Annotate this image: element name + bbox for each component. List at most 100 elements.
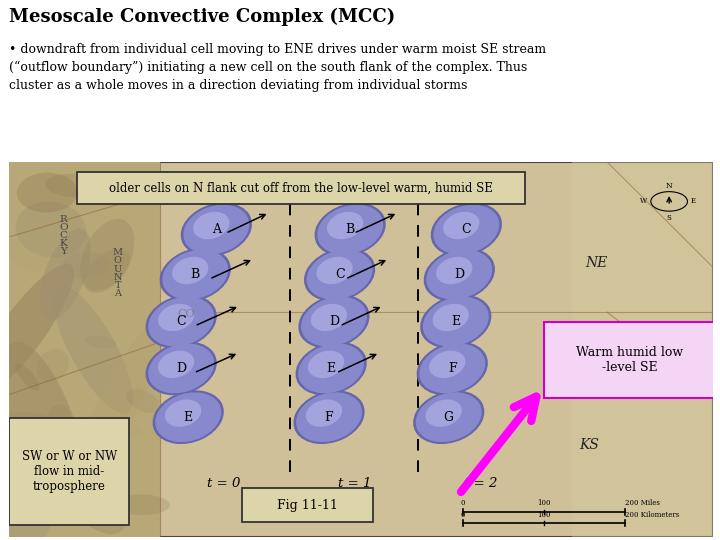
Text: t = 2: t = 2 (464, 477, 497, 490)
Text: 100: 100 (537, 510, 551, 518)
Text: CO: CO (177, 309, 195, 319)
Ellipse shape (156, 393, 221, 442)
Ellipse shape (184, 205, 249, 254)
Ellipse shape (50, 467, 104, 495)
Ellipse shape (423, 296, 489, 346)
Text: N: N (666, 182, 672, 190)
Ellipse shape (80, 219, 135, 293)
Text: Mesoscale Convective Complex (MCC): Mesoscale Convective Complex (MCC) (9, 8, 395, 26)
Text: • downdraft from individual cell moving to ENE drives under warm moist SE stream: • downdraft from individual cell moving … (9, 43, 546, 92)
Text: S: S (667, 214, 672, 222)
Ellipse shape (0, 412, 54, 430)
Ellipse shape (426, 249, 492, 300)
Ellipse shape (62, 252, 109, 279)
Text: Warm humid low
-level SE: Warm humid low -level SE (576, 346, 683, 374)
Text: W: W (640, 198, 647, 205)
Ellipse shape (53, 286, 133, 413)
Ellipse shape (48, 404, 71, 430)
Ellipse shape (4, 239, 48, 272)
Text: R
O
C
K
Y: R O C K Y (59, 214, 68, 256)
Text: older cells on N flank cut off from the low-level warm, humid SE: older cells on N flank cut off from the … (109, 182, 492, 195)
Ellipse shape (298, 343, 364, 393)
Text: A: A (212, 223, 221, 236)
Ellipse shape (0, 264, 74, 398)
Ellipse shape (433, 304, 469, 331)
Ellipse shape (436, 257, 472, 284)
Ellipse shape (32, 428, 126, 534)
Text: D: D (329, 315, 339, 328)
Ellipse shape (296, 393, 362, 442)
Ellipse shape (45, 174, 98, 197)
Ellipse shape (39, 228, 91, 321)
Ellipse shape (318, 205, 383, 254)
FancyBboxPatch shape (544, 322, 716, 397)
Ellipse shape (126, 389, 160, 413)
Ellipse shape (148, 296, 214, 346)
Ellipse shape (327, 212, 363, 239)
Ellipse shape (89, 423, 143, 442)
Bar (572, 162, 713, 537)
Ellipse shape (84, 249, 130, 291)
Ellipse shape (420, 295, 492, 348)
FancyBboxPatch shape (77, 172, 525, 205)
Ellipse shape (37, 349, 69, 382)
Text: M
O
U
N
T
A: M O U N T A (113, 248, 123, 298)
Ellipse shape (158, 350, 194, 378)
Ellipse shape (160, 248, 231, 301)
Ellipse shape (181, 202, 252, 256)
Bar (9, 162, 160, 537)
Ellipse shape (148, 343, 214, 393)
Ellipse shape (165, 400, 202, 427)
Text: E: E (327, 362, 336, 375)
Ellipse shape (113, 495, 170, 515)
Ellipse shape (0, 444, 59, 540)
Text: C: C (462, 223, 471, 236)
Text: 0: 0 (461, 500, 465, 507)
Ellipse shape (145, 342, 217, 395)
Text: 200 Miles: 200 Miles (625, 500, 660, 507)
Ellipse shape (298, 295, 369, 348)
Ellipse shape (304, 248, 375, 301)
Text: 0: 0 (461, 510, 465, 518)
Text: F: F (325, 411, 333, 424)
Text: B: B (346, 223, 355, 236)
Ellipse shape (172, 257, 208, 284)
Ellipse shape (158, 304, 194, 331)
Text: t = 0: t = 0 (207, 477, 240, 490)
Text: C: C (335, 268, 344, 281)
Ellipse shape (307, 249, 372, 300)
Ellipse shape (316, 257, 353, 284)
Ellipse shape (77, 486, 97, 524)
Text: 100: 100 (537, 500, 551, 507)
Ellipse shape (431, 202, 502, 256)
Ellipse shape (84, 335, 117, 348)
Text: F: F (448, 362, 456, 375)
Ellipse shape (306, 400, 342, 427)
Ellipse shape (308, 350, 344, 378)
Ellipse shape (301, 296, 367, 346)
Ellipse shape (433, 205, 500, 254)
Ellipse shape (153, 390, 224, 444)
Ellipse shape (443, 212, 480, 239)
Ellipse shape (17, 173, 78, 213)
Ellipse shape (417, 342, 488, 395)
Ellipse shape (2, 341, 86, 508)
Ellipse shape (315, 202, 386, 256)
Ellipse shape (423, 248, 495, 301)
Ellipse shape (16, 201, 86, 258)
Text: D: D (176, 362, 186, 375)
FancyBboxPatch shape (9, 418, 129, 525)
Ellipse shape (68, 315, 168, 497)
Text: KS: KS (580, 438, 600, 453)
Text: E: E (184, 411, 193, 424)
Ellipse shape (295, 342, 366, 395)
Text: G: G (444, 411, 454, 424)
Text: t = 1: t = 1 (338, 477, 371, 490)
Ellipse shape (311, 304, 347, 331)
Text: SW or W or NW
flow in mid-
troposphere: SW or W or NW flow in mid- troposphere (22, 450, 117, 493)
Ellipse shape (162, 249, 228, 300)
Ellipse shape (419, 343, 485, 393)
Ellipse shape (193, 212, 230, 239)
Text: B: B (191, 268, 200, 281)
Text: 200 Kilometers: 200 Kilometers (625, 510, 679, 518)
